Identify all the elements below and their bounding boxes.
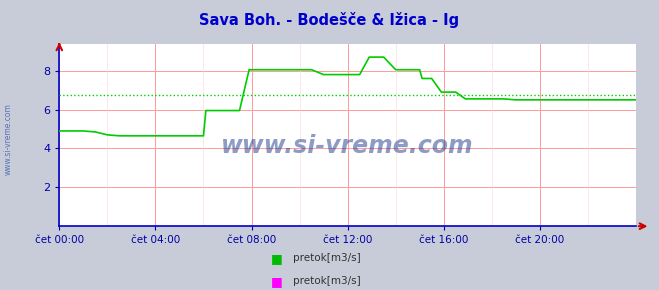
Text: ■: ■ xyxy=(271,275,283,288)
Text: pretok[m3/s]: pretok[m3/s] xyxy=(293,276,361,286)
Text: www.si-vreme.com: www.si-vreme.com xyxy=(221,134,474,158)
Text: www.si-vreme.com: www.si-vreme.com xyxy=(3,103,13,175)
Text: ■: ■ xyxy=(271,252,283,264)
Text: pretok[m3/s]: pretok[m3/s] xyxy=(293,253,361,263)
Text: Sava Boh. - Bodešče & Ižica - Ig: Sava Boh. - Bodešče & Ižica - Ig xyxy=(200,12,459,28)
